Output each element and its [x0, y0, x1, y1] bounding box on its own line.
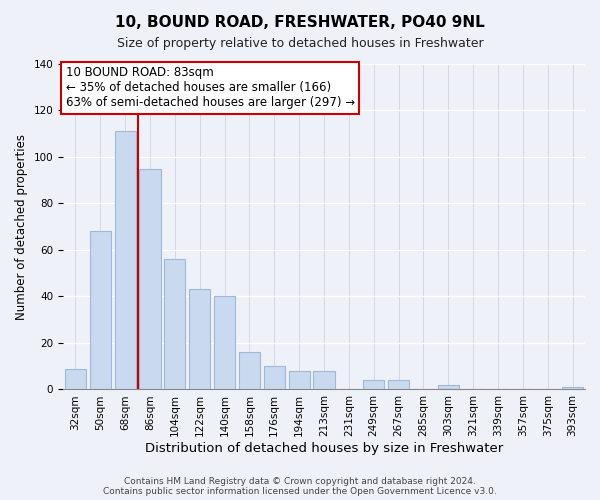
- Bar: [214, 296, 235, 390]
- X-axis label: Distribution of detached houses by size in Freshwater: Distribution of detached houses by size …: [145, 442, 503, 455]
- Bar: [562, 387, 583, 390]
- Text: 10, BOUND ROAD, FRESHWATER, PO40 9NL: 10, BOUND ROAD, FRESHWATER, PO40 9NL: [115, 15, 485, 30]
- Text: Contains HM Land Registry data © Crown copyright and database right 2024.: Contains HM Land Registry data © Crown c…: [124, 477, 476, 486]
- Bar: [239, 352, 260, 390]
- Bar: [438, 385, 459, 390]
- Bar: [264, 366, 285, 390]
- Bar: [363, 380, 384, 390]
- Y-axis label: Number of detached properties: Number of detached properties: [15, 134, 28, 320]
- Bar: [189, 290, 210, 390]
- Bar: [115, 132, 136, 390]
- Text: 10 BOUND ROAD: 83sqm
← 35% of detached houses are smaller (166)
63% of semi-deta: 10 BOUND ROAD: 83sqm ← 35% of detached h…: [65, 66, 355, 110]
- Bar: [65, 368, 86, 390]
- Bar: [289, 371, 310, 390]
- Bar: [164, 260, 185, 390]
- Text: Size of property relative to detached houses in Freshwater: Size of property relative to detached ho…: [116, 38, 484, 51]
- Text: Contains public sector information licensed under the Open Government Licence v3: Contains public sector information licen…: [103, 486, 497, 496]
- Bar: [139, 168, 161, 390]
- Bar: [90, 232, 111, 390]
- Bar: [388, 380, 409, 390]
- Bar: [313, 371, 335, 390]
